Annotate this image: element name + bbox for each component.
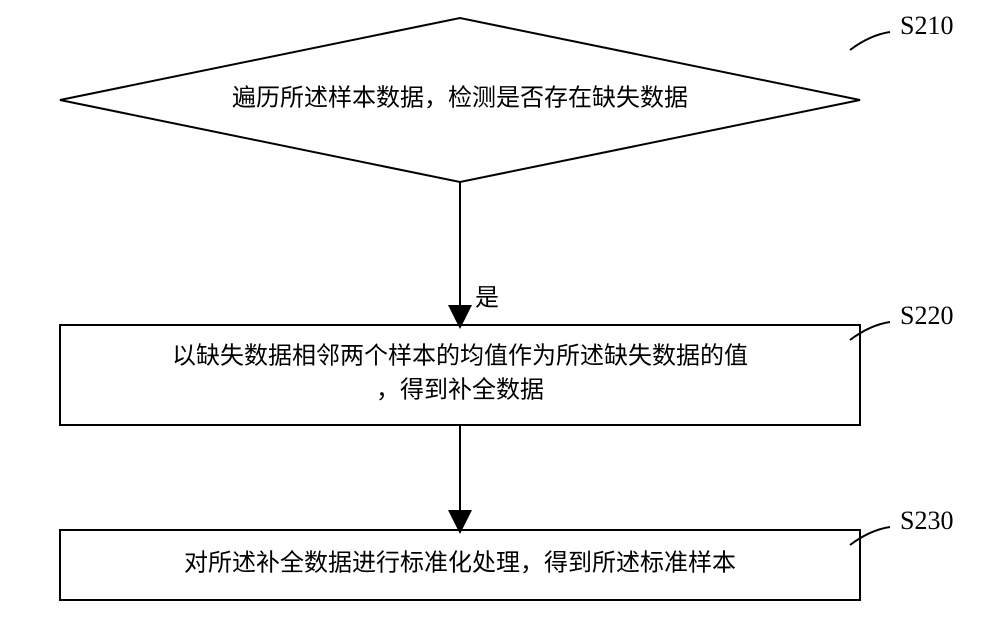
- label-s230: S230: [900, 506, 953, 535]
- process-shape: [60, 325, 860, 425]
- node-s230-text: 对所述补全数据进行标准化处理，得到所述标准样本: [184, 550, 736, 577]
- leader-s210: [850, 32, 890, 50]
- label-s220: S220: [900, 301, 953, 330]
- node-s220: 以缺失数据相邻两个样本的均值作为所述缺失数据的值 ，得到补全数据 S220: [60, 301, 953, 425]
- node-s230: 对所述补全数据进行标准化处理，得到所述标准样本 S230: [60, 506, 953, 600]
- edge-label-yes: 是: [475, 286, 499, 312]
- label-s210: S210: [900, 11, 953, 40]
- node-s210-text: 遍历所述样本数据，检测是否存在缺失数据: [232, 85, 688, 112]
- node-s220-line2: ，得到补全数据: [376, 377, 544, 404]
- node-s220-line1: 以缺失数据相邻两个样本的均值作为所述缺失数据的值: [172, 343, 748, 370]
- node-s210: 遍历所述样本数据，检测是否存在缺失数据 S210: [60, 11, 953, 182]
- flowchart: 遍历所述样本数据，检测是否存在缺失数据 S210 是 以缺失数据相邻两个样本的均…: [0, 0, 1000, 620]
- edge-s210-s220: 是: [460, 182, 499, 325]
